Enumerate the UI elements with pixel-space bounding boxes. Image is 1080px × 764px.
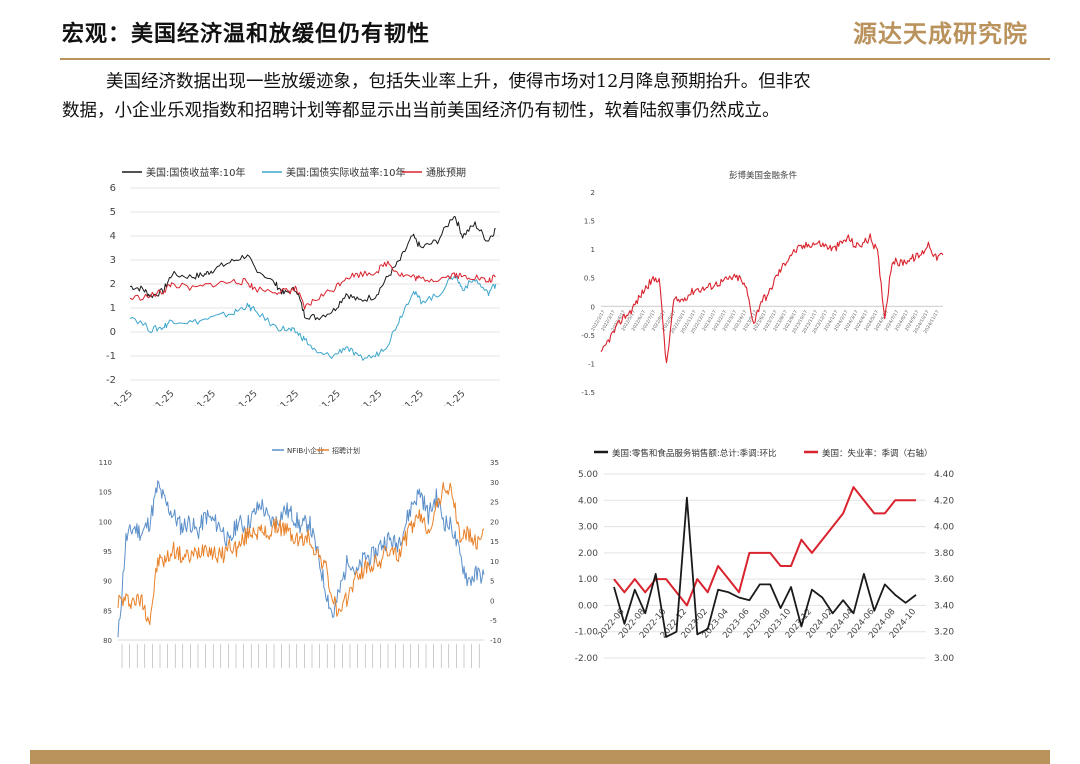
y-tick-label-right: 4.20 [934,496,954,506]
series-line [129,260,496,310]
x-tick-label: 2019-01-25 [213,388,260,406]
y-tick-label-right: 35 [490,459,499,467]
y-tick-label-left: -1.00 [575,628,599,638]
y-tick-label-left: 4.00 [578,496,598,506]
y-tick-label-right: 20 [490,518,499,526]
x-tick-label: 2017-01-25 [130,388,177,406]
y-tick-label-right: 4.40 [934,470,954,480]
y-tick-label-right: 4.00 [934,523,954,533]
y-tick-label-right: -10 [490,637,501,645]
x-tick-label: 2018-01-25 [171,388,218,406]
header-rule [60,58,1050,60]
y-tick-label-right: 15 [490,538,499,546]
legend-label: 美国:国债实际收益率:10年 [286,166,405,179]
page-title: 宏观：美国经济温和放缓但仍有韧性 [62,21,431,47]
summary-paragraph: 美国经济数据出现一些放缓迹象，包括失业率上升，使得市场对12月降息预期抬升。但非… [62,68,1022,126]
series-line [129,275,497,361]
hiring-plans-line [117,481,484,626]
y-tick-label-right: 3.60 [934,575,954,585]
y-tick-label-left: 1.00 [578,575,598,585]
y-tick-label-right: 25 [490,499,499,507]
chart-title: 彭博美国金融条件 [729,170,798,181]
y-tick-label-left: 0.00 [578,601,598,611]
y-tick-label-left: 100 [99,518,112,526]
y-tick-label-right: 3.00 [934,654,954,664]
retail-sales-line [613,496,917,638]
x-tick-label: 2023-01-25 [379,388,426,406]
legend-label: 美国：失业率：季调（右轴） [822,448,933,459]
y-tick-label: 1 [591,246,595,254]
y-tick-label: -0.5 [581,332,595,340]
y-tick-label-left: -2.00 [575,654,599,664]
legend-label: 美国:国债收益率:10年 [146,166,245,179]
x-tick-label: 2022-01-25 [338,388,385,406]
y-tick-label-left: 110 [99,459,112,467]
nfib-hiring-chart-svg: 80 85 90 95 100 105 110 -10 -5 0 5 10 15 20 25 30 35 NFIB… [99,446,501,668]
y-tick-label: -1 [106,351,116,362]
y-tick-label: 3 [110,255,116,266]
unemployment-line [613,486,916,607]
paragraph-line-1: 美国经济数据出现一些放缓迹象，包括失业率上升，使得市场对12月降息预期抬升。但非… [106,72,811,92]
legend-label: 通胀预期 [426,167,466,179]
y-tick-label-left: 85 [103,607,112,615]
bloomberg-fci-chart: 彭博美国金融条件 -1.5 -1 -0.5 0 0.5 1 1.5 2 2022/2/17 2022… [575,164,955,406]
y-tick-label-left: 5.00 [578,470,598,480]
y-tick-label-right: 3.20 [934,628,954,638]
x-tick-label: 2024-01-25 [421,388,468,406]
y-tick-label: 5 [110,207,116,218]
y-tick-label: 6 [110,183,116,194]
x-tick-label: 2020-01-25 [254,388,301,406]
legend-label: 美国:零售和食品服务销售额:总计:季调:环比 [612,448,776,459]
legend-label: NFIB小企业 [287,446,324,455]
footer-bar [30,750,1050,764]
y-tick-label-left: 95 [103,548,112,556]
y-tick-label-right: 10 [490,558,499,566]
y-tick-label: 1 [110,303,116,314]
y-tick-label-right: 3.40 [934,601,954,611]
retail-unemployment-chart-svg: -2.00 -1.00 0.00 1.00 2.00 3.00 4.00 5.00 3.00 3.… [575,448,955,664]
y-tick-label: -2 [106,375,116,386]
retail-unemployment-chart: -2.00 -1.00 0.00 1.00 2.00 3.00 4.00 5.00 3.00 3.… [560,440,980,672]
y-tick-label: 4 [110,231,116,242]
y-tick-label-right: 5 [490,578,494,586]
nfib-hiring-chart: 80 85 90 95 100 105 110 -10 -5 0 5 10 15 20 25 30 35 NFIB… [92,440,522,672]
y-tick-label: 1.5 [584,218,595,226]
series-line [129,215,496,321]
paragraph-line-2: 数据，小企业乐观指数和招聘计划等都显示出当前美国经济仍有韧性，软着陆叙事仍然成立… [62,101,780,121]
y-tick-label-left: 80 [103,637,112,645]
y-tick-label-right: 0 [490,597,494,605]
y-tick-label: 2 [110,279,116,290]
y-tick-label-left: 3.00 [578,523,598,533]
x-tick-label: 2021-01-25 [296,388,343,406]
y-tick-label-left: 2.00 [578,549,598,559]
treasury-yield-chart-svg: -2 -1 0 1 2 3 4 5 6 2016-01-252017-01-252018-01-2… [92,166,500,406]
y-tick-label-right: 30 [490,479,499,487]
y-tick-label: 2 [591,189,595,197]
y-tick-label-left: 105 [99,489,112,497]
y-tick-label: -1 [588,360,595,368]
x-tick-label: 2016-01-25 [92,388,135,406]
treasury-yield-chart: -2 -1 0 1 2 3 4 5 6 2016-01-252017-01-252018-01-2… [92,158,512,406]
fci-line [600,233,944,364]
y-tick-label: 0 [110,327,116,338]
y-tick-label: 0 [591,303,595,311]
y-tick-label: -1.5 [581,389,595,397]
y-tick-label-left: 90 [103,578,112,586]
bloomberg-fci-chart-svg: 彭博美国金融条件-1.5-1-0.500.511.522022/2/172022… [581,170,944,397]
legend-label: 招聘计划 [332,446,360,455]
company-logo: 源达天成研究院 [853,19,1028,48]
y-tick-label-right: 3.80 [934,549,954,559]
y-tick-label-right: -5 [490,617,497,625]
nfib-line [117,480,485,638]
y-tick-label: 0.5 [584,275,595,283]
